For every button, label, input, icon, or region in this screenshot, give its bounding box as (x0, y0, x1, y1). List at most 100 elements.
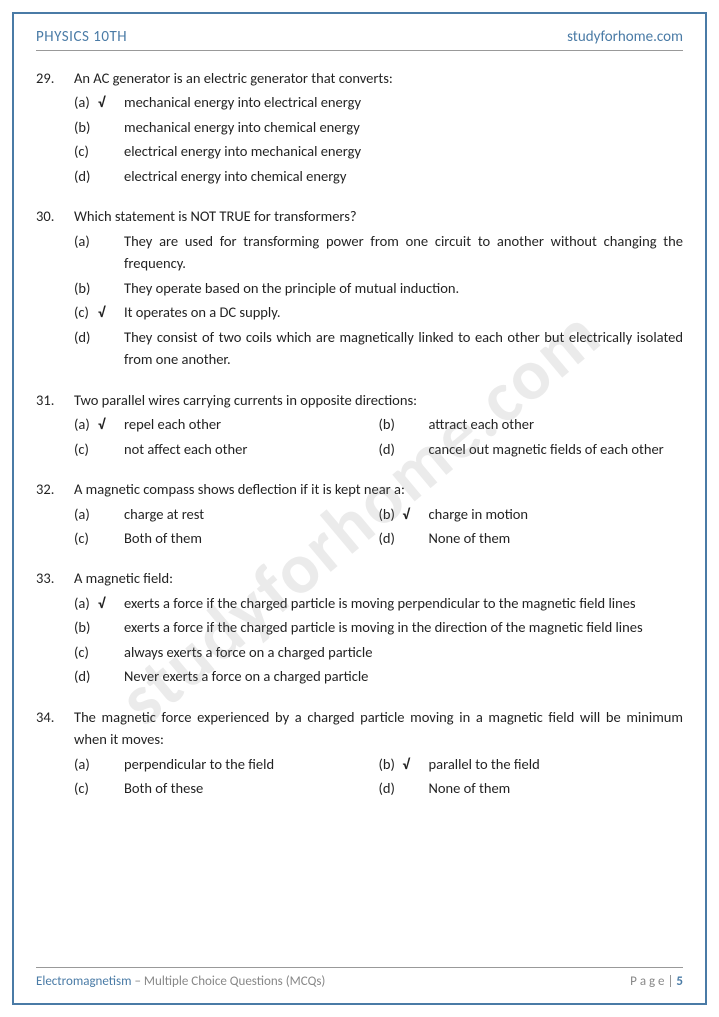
option-row: (b)exerts a force if the charged particl… (74, 616, 683, 638)
question-number: 32. (36, 478, 74, 500)
option-row: (d) Never exerts a force on a charged par… (74, 665, 683, 687)
option-cell: (c)Both of these (74, 777, 379, 799)
options-list: (a) They are used for transforming power … (74, 230, 683, 371)
correct-mark-icon (98, 527, 114, 549)
option-cell: (d) None of them (379, 527, 684, 549)
option-label: (a)√ (74, 592, 124, 614)
option-row: (a) charge at rest(b)√charge in motion (74, 503, 683, 525)
option-label: (a) (74, 230, 124, 275)
footer-topic: Electromagnetism (36, 974, 132, 989)
option-label: (a) (74, 503, 124, 525)
option-text: None of them (429, 777, 684, 799)
option-cell: (b)√charge in motion (379, 503, 684, 525)
correct-mark-icon: √ (98, 413, 114, 435)
option-letter: (a) (74, 91, 98, 113)
option-label: (a)√ (74, 91, 124, 113)
question-number: 31. (36, 389, 74, 411)
question-text: An AC generator is an electric generator… (74, 67, 683, 89)
header-subject: PHYSICS 10TH (36, 28, 127, 46)
option-cell: (c)not affect each other (74, 438, 379, 460)
option-row: (a) They are used for transforming power … (74, 230, 683, 275)
page-footer: Electromagnetism – Multiple Choice Quest… (36, 967, 683, 989)
option-label: (d) (379, 777, 429, 799)
option-letter: (d) (379, 438, 403, 460)
correct-mark-icon (98, 140, 114, 162)
option-text: charge at rest (124, 503, 379, 525)
option-row: (d)They consist of two coils which are m… (74, 326, 683, 371)
option-text: They are used for transforming power fro… (124, 230, 683, 275)
option-label: (b) (74, 277, 124, 299)
option-text: cancel out magnetic fields of each other (429, 438, 684, 460)
option-label: (c) (74, 777, 124, 799)
option-row: (c)√It operates on a DC supply. (74, 301, 683, 323)
option-letter: (c) (74, 438, 98, 460)
option-text: Both of these (124, 777, 379, 799)
options-grid: (a)charge at rest(b)√charge in motion(c)… (74, 503, 683, 550)
correct-mark-icon: √ (403, 503, 419, 525)
question-number: 29. (36, 67, 74, 89)
footer-subtitle: – Multiple Choice Questions (MCQs) (132, 974, 326, 989)
option-label: (b)√ (379, 753, 429, 775)
footer-left: Electromagnetism – Multiple Choice Quest… (36, 974, 325, 989)
option-text: parallel to the field (429, 753, 684, 775)
question-text: Which statement is NOT TRUE for transfor… (74, 205, 683, 227)
correct-mark-icon (403, 413, 419, 435)
option-cell: (b)attract each other (379, 413, 684, 435)
options-grid: (a)√repel each other(b)attract each othe… (74, 413, 683, 460)
footer-page-num: 5 (676, 974, 683, 989)
option-text: They operate based on the principle of m… (124, 277, 683, 299)
option-text: None of them (429, 527, 684, 549)
question: 29.An AC generator is an electric genera… (36, 67, 683, 187)
option-text: electrical energy into chemical energy (124, 165, 683, 187)
option-cell: (b)√ parallel to the field (379, 753, 684, 775)
footer-page-label: P a g e (630, 974, 667, 989)
option-row: (b)mechanical energy into chemical energ… (74, 116, 683, 138)
option-row: (c) Both of them(d) None of them (74, 527, 683, 549)
correct-mark-icon (98, 616, 114, 638)
option-row: (a)√mechanical energy into electrical en… (74, 91, 683, 113)
option-text: mechanical energy into electrical energy (124, 91, 683, 113)
option-text: mechanical energy into chemical energy (124, 116, 683, 138)
option-letter: (d) (74, 665, 98, 687)
option-row: (c)electrical energy into mechanical ene… (74, 140, 683, 162)
option-cell: (d) cancel out magnetic fields of each ot… (379, 438, 684, 460)
option-letter: (a) (74, 230, 98, 275)
question-text: Two parallel wires carrying currents in … (74, 389, 683, 411)
option-label: (c)√ (74, 301, 124, 323)
option-label: (d) (74, 665, 124, 687)
question-text: A magnetic compass shows deflection if i… (74, 478, 683, 500)
option-letter: (c) (74, 140, 98, 162)
option-text: Never exerts a force on a charged partic… (124, 665, 683, 687)
option-text: It operates on a DC supply. (124, 301, 683, 323)
option-text: Both of them (124, 527, 379, 549)
correct-mark-icon (403, 527, 419, 549)
option-letter: (c) (74, 641, 98, 663)
footer-page: P a g e | 5 (630, 974, 683, 989)
options-list: (a)√mechanical energy into electrical en… (74, 91, 683, 187)
question-row: 34.The magnetic force experienced by a c… (36, 706, 683, 751)
question: 32.A magnetic compass shows deflection i… (36, 478, 683, 549)
question-row: 32.A magnetic compass shows deflection i… (36, 478, 683, 500)
correct-mark-icon (98, 116, 114, 138)
correct-mark-icon (403, 438, 419, 460)
option-text: attract each other (429, 413, 684, 435)
option-letter: (d) (379, 527, 403, 549)
option-label: (b) (74, 116, 124, 138)
option-row: (c)Both of these(d)None of them (74, 777, 683, 799)
option-text: exerts a force if the charged particle i… (124, 616, 683, 638)
option-letter: (b) (379, 753, 403, 775)
option-letter: (a) (74, 753, 98, 775)
option-label: (d) (379, 438, 429, 460)
question-number: 30. (36, 205, 74, 227)
header-site: studyforhome.com (567, 28, 683, 46)
option-row: (a)√exerts a force if the charged partic… (74, 592, 683, 614)
question-number: 33. (36, 567, 74, 589)
option-label: (a) (74, 753, 124, 775)
correct-mark-icon (98, 165, 114, 187)
option-letter: (a) (74, 503, 98, 525)
option-letter: (b) (379, 503, 403, 525)
option-letter: (c) (74, 527, 98, 549)
question-text: The magnetic force experienced by a char… (74, 706, 683, 751)
questions-container: 29.An AC generator is an electric genera… (36, 67, 683, 800)
option-label: (c) (74, 641, 124, 663)
